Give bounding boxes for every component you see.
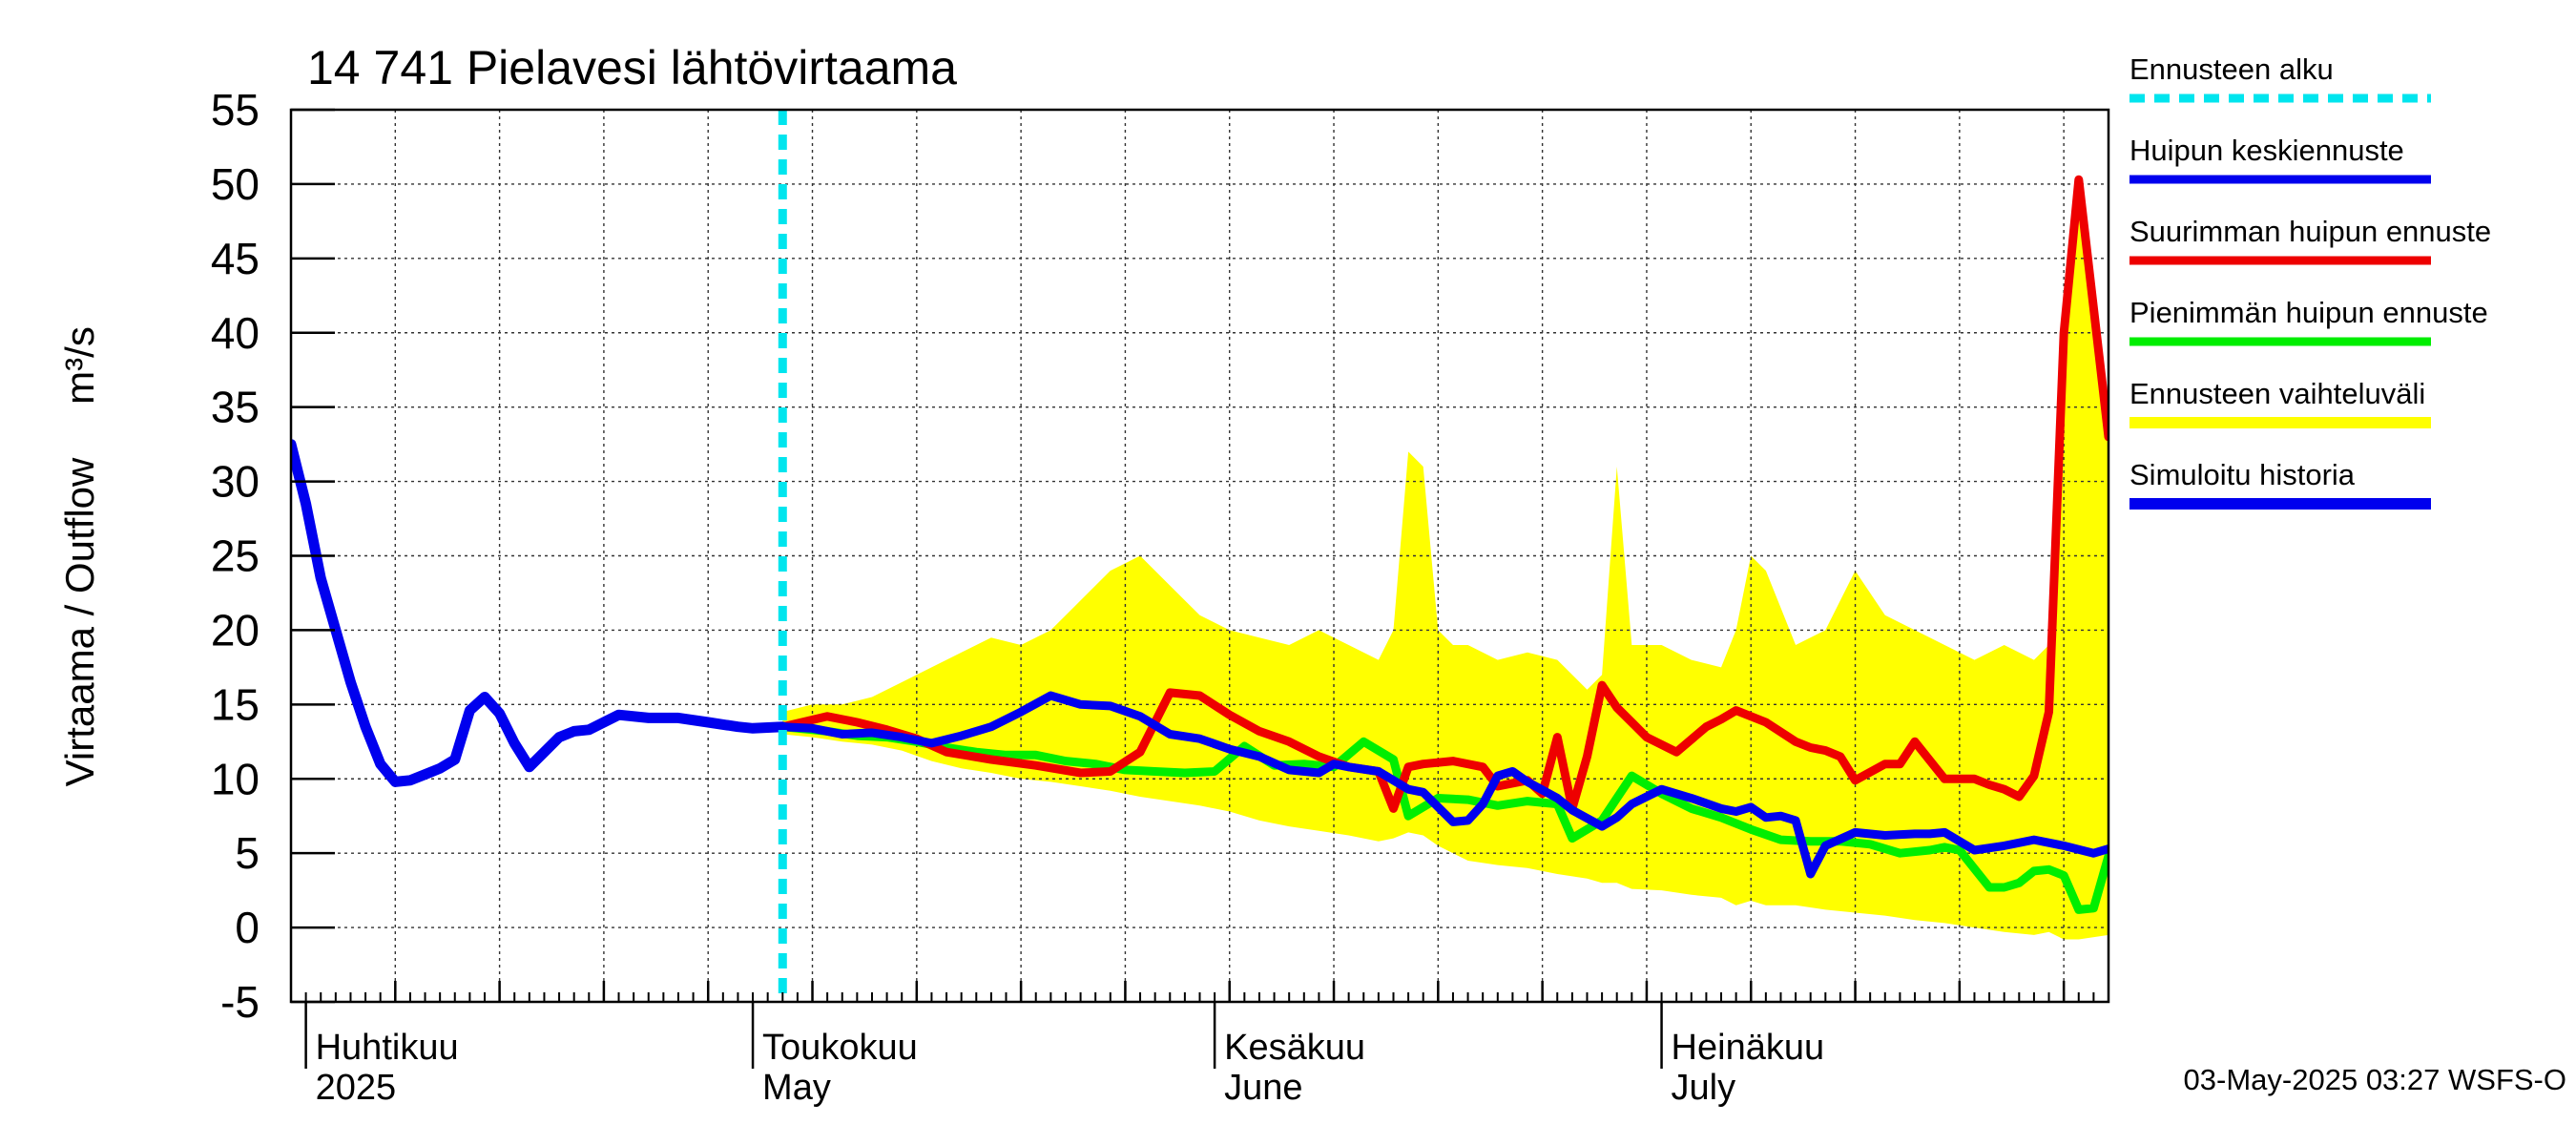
- x-month-label: Huhtikuu: [316, 1028, 459, 1068]
- y-tick-label: 50: [211, 159, 260, 209]
- x-month-sublabel: 2025: [316, 1068, 397, 1108]
- series-line-mean: [778, 691, 2109, 879]
- legend-label-range: Ennusteen vaihteluväli: [2129, 377, 2425, 410]
- x-month-label: Toukokuu: [762, 1028, 918, 1068]
- timestamp: 03-May-2025 03:27 WSFS-O: [2184, 1063, 2566, 1096]
- legend-label-min: Pienimmän huipun ennuste: [2129, 296, 2488, 329]
- legend-label-hist: Simuloitu historia: [2129, 458, 2356, 491]
- range-band: [782, 179, 2109, 940]
- x-month-label: Heinäkuu: [1672, 1028, 1825, 1068]
- series-line-min: [778, 722, 2109, 914]
- legend-label-mean: Huipun keskiennuste: [2129, 134, 2404, 167]
- legend: Ennusteen alku Huipun keskiennuste Suurimm…: [2129, 52, 2491, 510]
- y-axis-unit: m³/s: [57, 326, 102, 405]
- chart-title: 14 741 Pielavesi lähtövirtaama: [307, 41, 957, 94]
- grid: [291, 110, 2109, 1002]
- y-tick-label: 15: [211, 679, 260, 729]
- series-line-hist: [291, 439, 788, 787]
- legend-swatch-range: [2129, 417, 2431, 428]
- y-tick-label: 25: [211, 531, 260, 581]
- y-axis-label: Virtaama / Outflow: [57, 457, 102, 786]
- y-tick-label: 45: [211, 234, 260, 283]
- y-tick-label: 10: [211, 754, 260, 803]
- y-tick-label: 5: [235, 828, 260, 878]
- y-tick-label: -5: [220, 977, 260, 1027]
- legend-label-start: Ennusteen alku: [2129, 52, 2334, 86]
- y-tick-label: 40: [211, 308, 260, 358]
- y-tick-label: 35: [211, 383, 260, 432]
- x-month-label: Kesäkuu: [1224, 1028, 1365, 1068]
- legend-label-max: Suurimman huipun ennuste: [2129, 215, 2491, 248]
- y-tick-label: 0: [235, 903, 260, 952]
- x-month-sublabel: July: [1672, 1068, 1736, 1108]
- y-tick-label: 30: [211, 457, 260, 507]
- series-lines: [291, 110, 2109, 1002]
- y-tick-label: 55: [211, 85, 260, 135]
- x-month-sublabel: June: [1224, 1068, 1302, 1108]
- plot-area: [291, 110, 2109, 1002]
- y-tick-label: 20: [211, 605, 260, 655]
- x-month-sublabel: May: [762, 1068, 831, 1108]
- forecast-range-band: [782, 179, 2109, 940]
